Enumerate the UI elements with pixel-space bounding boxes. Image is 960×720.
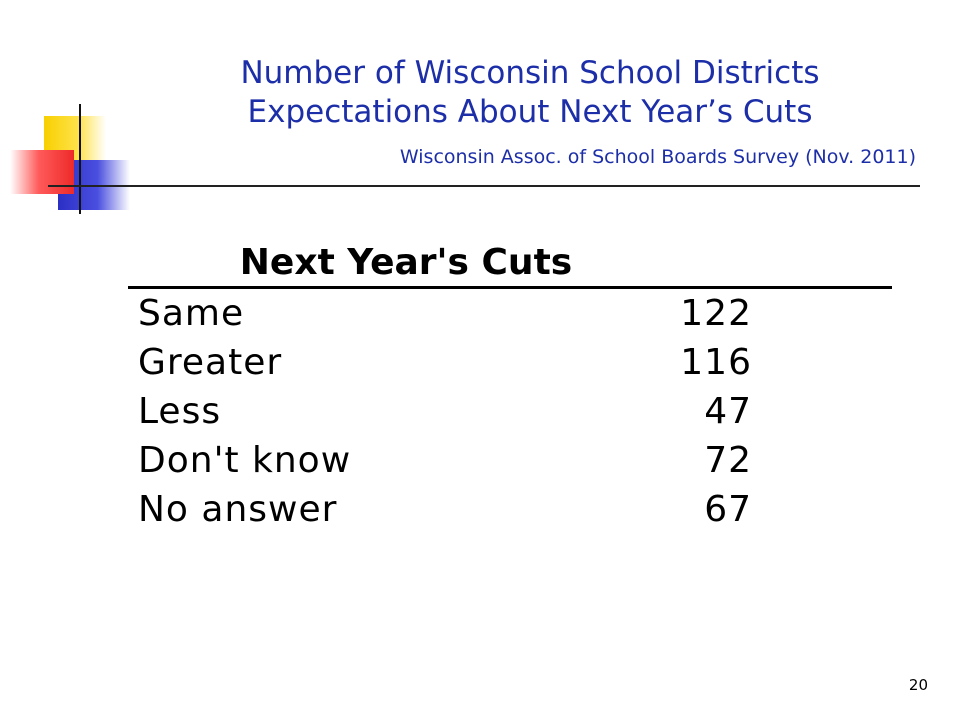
table-header: Next Year's Cuts	[239, 242, 573, 283]
table-row: Same 122	[128, 289, 892, 338]
cuts-table: Next Year's Cuts Same 122 Greater 116 Le…	[128, 240, 892, 534]
row-value: 47	[704, 391, 752, 432]
corner-decoration	[0, 0, 140, 220]
row-label: Don't know	[138, 440, 352, 481]
row-value: 67	[704, 489, 752, 530]
slide-title-line-1: Number of Wisconsin School Districts	[240, 55, 820, 91]
row-label: Greater	[138, 342, 283, 383]
slide-subtitle: Wisconsin Assoc. of School Boards Survey…	[399, 146, 916, 168]
table-row: Less 47	[128, 387, 892, 436]
slide-title: Number of Wisconsin School Districts Exp…	[140, 54, 920, 132]
row-value: 116	[680, 342, 752, 383]
row-label: Same	[138, 293, 245, 334]
table-header-rule	[128, 286, 892, 289]
table-row: Greater 116	[128, 338, 892, 387]
row-label: No answer	[138, 489, 338, 530]
row-value: 72	[704, 440, 752, 481]
red-square-decoration	[10, 150, 74, 194]
table-row: No answer 67	[128, 485, 892, 534]
table-row: Don't know 72	[128, 436, 892, 485]
title-divider	[48, 185, 920, 187]
page-number: 20	[908, 676, 928, 694]
slide-title-line-2: Expectations About Next Year’s Cuts	[247, 94, 813, 130]
row-label: Less	[138, 391, 222, 432]
vertical-rule-decoration	[79, 104, 81, 214]
row-value: 122	[680, 293, 752, 334]
